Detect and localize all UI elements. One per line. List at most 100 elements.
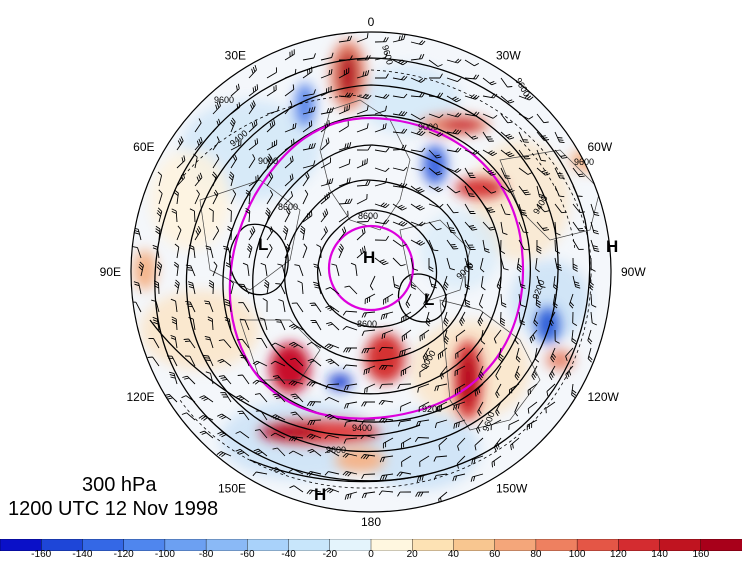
- wind-barb: [474, 383, 484, 397]
- longitude-label: 30E: [225, 49, 246, 63]
- wind-barb: [401, 329, 412, 342]
- wind-barb: [482, 149, 498, 156]
- wind-barb: [338, 55, 353, 61]
- wind-barb: [495, 365, 502, 381]
- wind-barb: [153, 280, 160, 295]
- wind-barb: [392, 75, 408, 81]
- wind-barb: [147, 356, 160, 367]
- wind-barb: [176, 155, 186, 169]
- wind-barb: [356, 227, 366, 241]
- wind-barb: [482, 113, 498, 119]
- wind-barb: [338, 198, 353, 205]
- wind-barb: [410, 275, 417, 290]
- wind-barb: [270, 432, 286, 439]
- wind-barb: [260, 262, 268, 277]
- wind-barb: [278, 299, 286, 313]
- contour-label: 9600: [326, 445, 346, 455]
- wind-barb: [535, 293, 541, 309]
- wind-barb: [490, 419, 502, 431]
- wind-barb: [515, 347, 521, 363]
- wind-barb: [211, 171, 217, 187]
- wind-barb: [361, 311, 376, 318]
- wind-barb: [364, 383, 376, 394]
- wind-barb: [446, 203, 459, 214]
- contour-label: 9000: [418, 122, 438, 132]
- wind-barb: [245, 207, 251, 223]
- wind-barb: [324, 413, 340, 421]
- wind-barb: [433, 455, 448, 462]
- wind-barb: [590, 221, 599, 235]
- wind-barb: [518, 203, 528, 217]
- wind-barb: [464, 111, 480, 117]
- wind-barb: [343, 383, 358, 391]
- wind-barb: [418, 401, 430, 413]
- wind-barb: [364, 293, 376, 305]
- wind-barb: [266, 243, 273, 259]
- wind-barb: [275, 283, 286, 295]
- wind-barb: [410, 185, 425, 194]
- wind-barb: [374, 219, 390, 225]
- wind-barb: [208, 208, 214, 223]
- wind-barb: [356, 180, 371, 187]
- wind-barb: [320, 208, 329, 223]
- wind-barb: [282, 225, 289, 241]
- wind-barb: [361, 491, 376, 499]
- wind-barb: [255, 410, 268, 421]
- wind-barb: [526, 419, 538, 431]
- wind-barb: [536, 131, 550, 141]
- wind-barb: [482, 239, 490, 254]
- wind-barb: [572, 257, 578, 272]
- wind-barb: [252, 379, 268, 385]
- wind-barb: [454, 365, 466, 377]
- wind-barb: [546, 383, 556, 397]
- wind-barb: [320, 137, 330, 151]
- wind-barb: [369, 275, 376, 291]
- wind-barb: [248, 138, 259, 151]
- wind-barb: [204, 300, 214, 313]
- wind-barb: [170, 334, 178, 349]
- colorbar-label: 0: [368, 549, 374, 560]
- wind-barb: [194, 172, 203, 187]
- wind-barb: [248, 119, 258, 133]
- wind-barb: [230, 154, 238, 169]
- wind-barb: [392, 128, 408, 134]
- wind-barb: [428, 149, 442, 159]
- wind-barb: [272, 447, 286, 457]
- wind-barb: [565, 365, 574, 380]
- wind-barb: [510, 437, 520, 451]
- wind-barb: [356, 69, 370, 79]
- wind-barb: [464, 74, 480, 80]
- wind-barb: [338, 121, 349, 133]
- wind-barb: [156, 207, 163, 223]
- wind-barb: [500, 239, 506, 254]
- wind-barb: [464, 131, 479, 140]
- wind-barb: [324, 434, 340, 440]
- wind-barb: [437, 347, 448, 360]
- wind-barb: [471, 455, 484, 465]
- wind-barb: [380, 311, 394, 320]
- wind-barb: [284, 49, 295, 61]
- wind-barb: [410, 53, 425, 61]
- wind-barb: [263, 279, 270, 295]
- longitude-label: 150W: [496, 482, 528, 496]
- wind-barb: [248, 226, 256, 241]
- wind-barb: [326, 321, 340, 331]
- wind-barb: [446, 185, 461, 194]
- wind-barb: [500, 131, 515, 140]
- wind-barb: [288, 323, 304, 331]
- wind-barb: [464, 203, 476, 214]
- wind-barb: [302, 189, 309, 205]
- wind-barb: [271, 467, 286, 475]
- wind-barb: [176, 225, 182, 241]
- wind-barb: [527, 401, 538, 414]
- wind-barb: [356, 193, 368, 205]
- wind-barb: [238, 283, 250, 295]
- contour-label: 9000: [258, 156, 278, 166]
- wind-barb: [338, 104, 351, 115]
- wind-barb: [254, 393, 268, 403]
- colorbar-label: -140: [72, 549, 93, 560]
- wind-barb: [356, 93, 372, 100]
- pressure-level-title: 300 hPa: [82, 474, 157, 496]
- wind-barb: [164, 393, 178, 403]
- wind-barb: [493, 329, 502, 344]
